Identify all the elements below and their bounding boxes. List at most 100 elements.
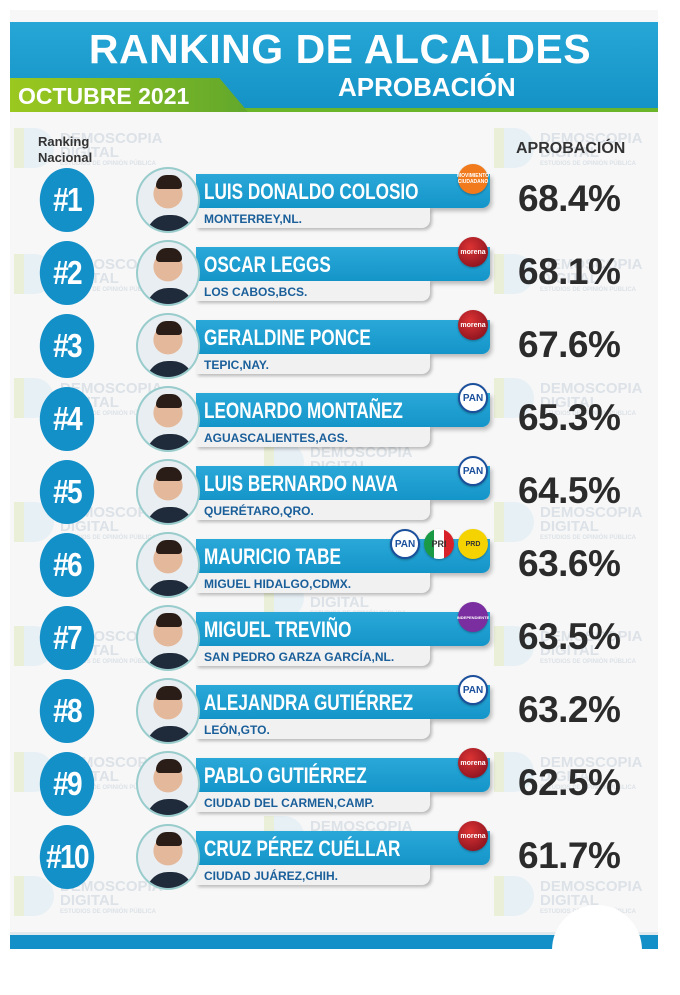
mayor-photo [136,751,200,817]
watermark-text: DIGITAL [540,768,599,785]
watermark-d-icon [494,128,534,168]
party-logo-text: PRI [431,539,447,549]
mc-party-logo-icon: MOVIMIENTO CIUDADANO [457,164,489,194]
watermark-d-icon [494,378,534,418]
morena-party-logo-icon: morena [458,748,488,778]
city-label: TEPIC,NAY. [204,358,269,372]
ranking-row: #5 LUIS BERNARDO NAVA QUERÉTARO,QRO. PAN… [0,456,680,528]
morena-party-logo-icon: morena [458,821,488,851]
party-logo-text: PAN [394,538,416,550]
ranking-row: #10 CRUZ PÉREZ CUÉLLAR CIUDAD JUÁREZ,CHI… [0,821,680,893]
watermark-text: DEMOSCOPIA [310,818,413,835]
mayor-name: CRUZ PÉREZ CUÉLLAR [204,836,401,861]
city-label: CIUDAD JUÁREZ,CHIH. [204,869,339,883]
name-bar: LEONARDO MONTAÑEZ [196,393,490,427]
party-logo-text: PRD [465,540,481,548]
ranking-row: #7 MIGUEL TREVIÑO SAN PEDRO GARZA GARCÍA… [0,602,680,674]
party-logos: INDEPENDIENTE [456,602,490,632]
rank-badge: #7 [39,606,95,670]
approval-value: 68.1% [518,251,621,292]
mayor-name: ALEJANDRA GUTIÉRREZ [204,690,414,715]
party-logo-text: PAN [462,392,484,404]
watermark-text: ESTUDIOS DE OPINIÓN PÚBLICA [540,411,637,417]
watermark-text: DIGITAL [60,518,119,535]
watermark-text: ESTUDIOS DE OPINIÓN PÚBLICA [540,287,637,293]
approval-value: 63.2% [518,689,621,730]
watermark-text: DEMOSCOPIA [540,256,643,273]
rank-badge: #3 [39,314,95,378]
name-bar: GERALDINE PONCE [196,320,490,354]
city-label: MONTERREY,NL. [204,212,303,226]
watermark-text: DEMOSCOPIA [540,380,643,397]
watermark-text: DEMOSCOPIA [540,754,643,771]
name-bar: ALEJANDRA GUTIÉRREZ [196,685,490,719]
morena-party-logo-icon: morena [458,310,488,340]
approval-column-header: APROBACIÓN [516,140,626,157]
city-bar: TEPIC,NAY. [196,354,430,374]
name-bar: LUIS BERNARDO NAVA [196,466,490,500]
party-logos: morena [458,821,488,851]
watermark-text: DIGITAL [60,144,119,161]
party-logo-text: PAN [462,684,484,696]
footer-bar [10,932,658,949]
party-logo-text: morena [460,832,486,840]
city-bar: LEÓN,GTO. [196,719,430,739]
watermark-d-icon [494,254,534,294]
approval-value: 61.7% [518,835,621,876]
rank-badge: #1 [39,168,95,232]
watermark-text: ESTUDIOS DE OPINIÓN PÚBLICA [540,535,637,541]
ranking-row: #3 GERALDINE PONCE TEPIC,NAY. morena 67.… [0,310,680,382]
watermark-text: DEMOSCOPIA [60,878,163,895]
ranking-row: #9 PABLO GUTIÉRREZ CIUDAD DEL CARMEN,CAM… [0,748,680,820]
mayor-photo [136,824,200,890]
rank-badge: #6 [39,533,95,597]
name-bar: OSCAR LEGGS [196,247,490,281]
party-logo-text: morena [460,248,486,256]
party-logo-text: INDEPENDIENTE [456,614,490,620]
watermark-text: ESTUDIOS DE OPINIÓN PÚBLICA [60,535,157,541]
watermark-text: DIGITAL [540,518,599,535]
ranking-row: #6 MAURICIO TABE MIGUEL HIDALGO,CDMX. PA… [0,529,680,601]
independiente-party-logo-icon: INDEPENDIENTE [456,602,490,632]
city-label: LOS CABOS,BCS. [204,285,308,299]
party-logos: morena [458,237,488,267]
mayor-name: LUIS DONALDO COLOSIO [204,179,419,204]
watermark-text: ESTUDIOS DE OPINIÓN PÚBLICA [540,161,637,167]
watermark-text: DIGITAL [540,892,599,909]
city-bar: LOS CABOS,BCS. [196,281,430,301]
rank-badge: #10 [39,825,95,889]
party-logo-text: PAN [462,465,484,477]
approval-value: 63.6% [518,543,621,584]
watermark-text: DEMOSCOPIA [540,504,643,521]
page-subtitle: APROBACIÓN [338,72,516,102]
mayor-name: MAURICIO TABE [204,544,341,569]
mayor-name: MIGUEL TREVIÑO [204,617,352,642]
rank-badge: #4 [39,387,95,451]
watermark-text: DEMOSCOPIA [540,628,643,645]
watermark-text: DEMOSCOPIA [60,380,163,397]
watermark-text: DIGITAL [540,144,599,161]
ranking-row: #8 ALEJANDRA GUTIÉRREZ LEÓN,GTO. PAN 63.… [0,675,680,747]
approval-value: 63.5% [518,616,621,657]
city-label: AGUASCALIENTES,AGS. [204,431,349,445]
pri-party-logo-icon: PRI [424,529,454,559]
watermark-text: DIGITAL [540,394,599,411]
rank-column-header: Ranking Nacional [38,134,93,165]
mayor-name: GERALDINE PONCE [204,325,371,350]
watermark-d-icon [494,876,534,916]
city-bar: AGUASCALIENTES,AGS. [196,427,430,447]
party-logo-text: morena [460,759,486,767]
party-logos: PAN [458,383,488,413]
watermark-text: DEMOSCOPIA [540,878,643,895]
pan-party-logo-icon: PAN [458,456,488,486]
mayor-name: LUIS BERNARDO NAVA [204,471,398,496]
watermark-d-icon [494,502,534,542]
watermark-text: ESTUDIOS DE OPINIÓN PÚBLICA [60,785,157,791]
mayor-photo [136,678,200,744]
pan-party-logo-icon: PAN [458,675,488,705]
watermark-text: ESTUDIOS DE OPINIÓN PÚBLICA [540,659,637,665]
watermark-text: DIGITAL [310,594,369,611]
mayor-photo [136,386,200,452]
name-bar: MIGUEL TREVIÑO [196,612,490,646]
